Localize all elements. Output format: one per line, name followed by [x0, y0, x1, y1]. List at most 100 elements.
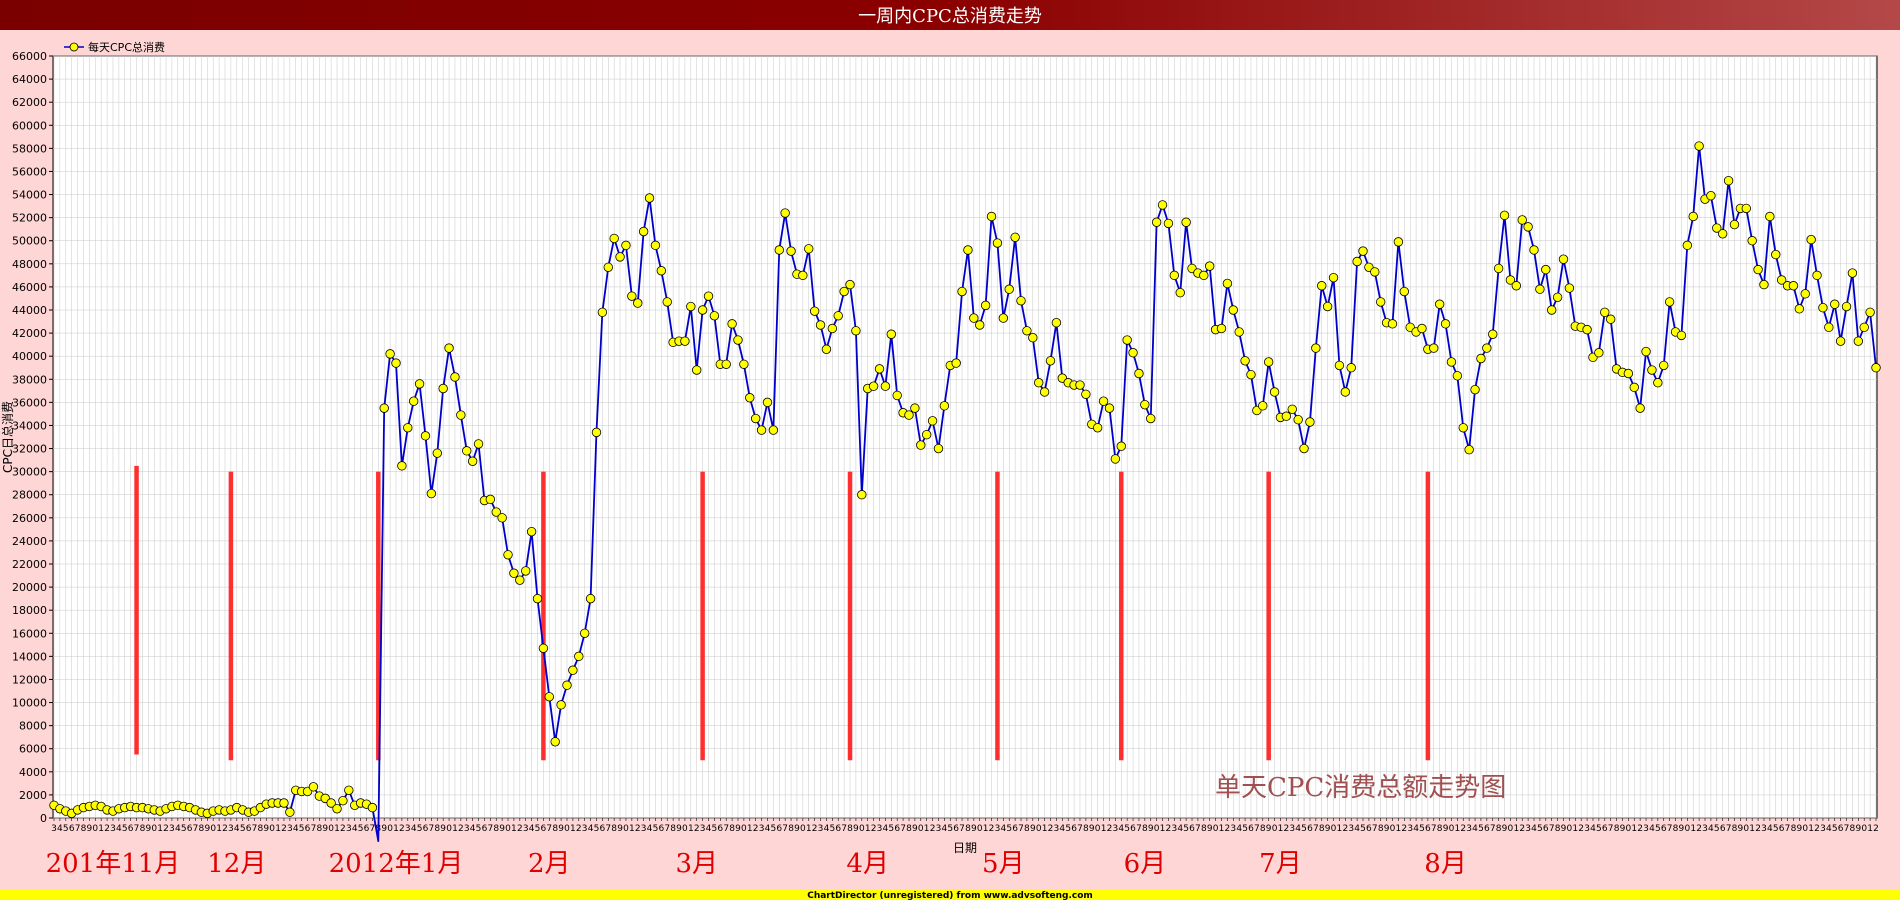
data-point: [656, 266, 667, 276]
x-tick-label: 2: [1460, 824, 1466, 834]
x-tick-label: 0: [269, 824, 275, 834]
x-tick-label: 1: [865, 824, 871, 834]
data-point: [1865, 307, 1875, 318]
data-point: [809, 306, 820, 316]
x-tick-label: 1: [1454, 824, 1460, 834]
data-point: [1293, 414, 1303, 425]
data-point: [615, 252, 625, 262]
x-tick-label: 3: [1466, 824, 1472, 834]
data-point: [1841, 301, 1852, 312]
x-tick-label: 6: [187, 824, 193, 834]
plot-area: [52, 55, 1878, 819]
data-point: [1653, 378, 1663, 388]
data-point: [1788, 281, 1799, 291]
data-point: [556, 700, 566, 710]
data-point: [1045, 356, 1056, 366]
x-tick-label: 6: [423, 824, 429, 834]
x-tick-label: 4: [941, 824, 947, 834]
data-point: [1110, 454, 1121, 464]
data-point: [1458, 423, 1468, 433]
y-tick-label: 66000: [12, 50, 47, 63]
y-tick-label: 58000: [12, 142, 47, 155]
x-tick-label: 9: [1384, 824, 1390, 834]
data-point: [1387, 319, 1398, 329]
x-tick-label: 7: [1667, 824, 1673, 834]
x-tick-label: 7: [1254, 824, 1260, 834]
legend-label: 每天CPC总消费: [88, 40, 165, 54]
x-tick-label: 2: [1637, 824, 1643, 834]
data-point: [450, 372, 460, 382]
x-tick-label: 2: [753, 824, 759, 834]
x-tick-label: 8: [729, 824, 735, 834]
x-tick-label: 1: [1867, 824, 1873, 834]
data-point: [485, 494, 496, 505]
y-tick-label: 50000: [12, 235, 47, 248]
x-tick-label: 2: [1107, 824, 1113, 834]
x-tick-label: 9: [1502, 824, 1508, 834]
x-tick-label: 9: [87, 824, 93, 834]
x-tick-label: 0: [859, 824, 865, 834]
data-point: [1529, 245, 1539, 255]
x-tick-label: 4: [1413, 824, 1419, 834]
data-point: [420, 431, 431, 441]
x-tick-label: 2: [1283, 824, 1289, 834]
x-tick-label: 3: [1702, 824, 1708, 834]
x-tick-label: 5: [1183, 824, 1189, 834]
y-tick-label: 48000: [12, 258, 47, 271]
x-tick-label: 2: [871, 824, 877, 834]
data-point: [921, 429, 932, 440]
data-point: [1847, 268, 1858, 278]
x-tick-label: 5: [888, 824, 894, 834]
x-tick-label: 9: [1679, 824, 1685, 834]
x-tick-label: 7: [487, 824, 493, 834]
x-tick-label: 6: [1425, 824, 1431, 834]
data-point: [697, 305, 708, 315]
data-point: [1552, 292, 1563, 303]
x-tick-label: 3: [346, 824, 352, 834]
x-tick-label: 9: [145, 824, 151, 834]
data-point: [1871, 363, 1881, 373]
x-tick-label: 7: [546, 824, 552, 834]
data-point: [1334, 360, 1345, 371]
data-point: [727, 319, 737, 329]
data-point: [1800, 289, 1810, 299]
x-tick-label: 5: [1419, 824, 1425, 834]
x-tick-label: 1: [216, 824, 222, 834]
data-point: [338, 795, 348, 806]
y-tick-label: 18000: [12, 604, 47, 617]
x-tick-label: 4: [352, 824, 358, 834]
x-tick-label: 2: [1578, 824, 1584, 834]
x-tick-label: 5: [1596, 824, 1602, 834]
data-point: [1434, 299, 1445, 309]
x-tick-label: 0: [1154, 824, 1160, 834]
y-tick-label: 14000: [12, 650, 47, 663]
x-tick-label: 1: [1572, 824, 1578, 834]
x-tick-label: 2: [1342, 824, 1348, 834]
x-tick-label: 4: [1531, 824, 1537, 834]
x-tick-label: 7: [429, 824, 435, 834]
x-tick-label: 4: [647, 824, 653, 834]
data-point: [332, 804, 342, 814]
x-tick-label: 9: [322, 824, 328, 834]
x-tick-label: 0: [1213, 824, 1219, 834]
data-point: [815, 320, 826, 330]
x-tick-label: 1: [334, 824, 340, 834]
watermark-text: 单天CPC消费总额走势图: [1215, 773, 1506, 803]
x-tick-label: 8: [1614, 824, 1620, 834]
data-point: [768, 425, 779, 435]
x-tick-label: 9: [381, 824, 387, 834]
x-tick-label: 0: [1861, 824, 1867, 834]
x-tick-label: 8: [1791, 824, 1797, 834]
data-point: [1806, 234, 1816, 245]
data-point: [975, 320, 985, 330]
x-axis-label: 日期: [953, 841, 977, 855]
x-tick-label: 7: [900, 824, 906, 834]
x-tick-label: 9: [1796, 824, 1802, 834]
x-tick-label: 8: [1850, 824, 1856, 834]
x-tick-label: 4: [824, 824, 830, 834]
x-tick-label: 1: [1631, 824, 1637, 834]
data-point: [579, 628, 590, 638]
data-point: [745, 393, 755, 403]
data-point: [1564, 283, 1575, 293]
x-tick-label: 0: [505, 824, 511, 834]
